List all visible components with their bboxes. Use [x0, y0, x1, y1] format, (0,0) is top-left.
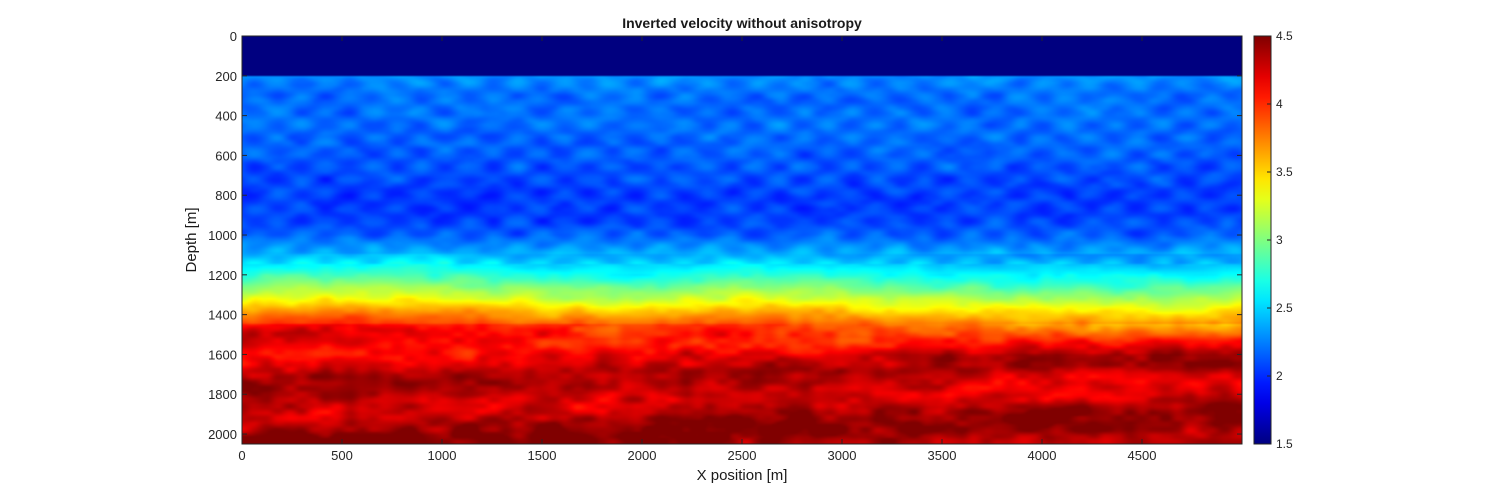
x-axis: 0 500 1000 1500 2000 2500 3000 3500 4000 4500 — [238, 36, 1156, 463]
y-tick-label: 2000 — [208, 427, 237, 442]
x-tick-label: 4000 — [1028, 448, 1057, 463]
colorbar: 1.5 2 2.5 3 3.5 4 4.5 — [1253, 29, 1293, 451]
y-tick-label: 1200 — [208, 268, 237, 283]
colorbar-tick-label: 2.5 — [1276, 301, 1293, 315]
colorbar-ticks: 1.5 2 2.5 3 3.5 4 4.5 — [1267, 29, 1293, 451]
colorbar-tick-label: 2 — [1276, 369, 1283, 383]
y-axis-label: Depth [m] — [183, 207, 200, 272]
x-tick-label: 500 — [331, 448, 353, 463]
y-tick-label: 200 — [215, 69, 237, 84]
y-axis: 0 200 400 600 800 1000 1200 1400 1600 1800 2000 — [208, 29, 1242, 442]
x-tick-label: 3500 — [928, 448, 957, 463]
colorbar-tick-label: 3.5 — [1276, 165, 1293, 179]
y-tick-label: 600 — [215, 148, 237, 163]
colorbar-tick-label: 1.5 — [1276, 437, 1293, 451]
y-tick-label: 400 — [215, 109, 237, 124]
colorbar-tick-label: 3 — [1276, 233, 1283, 247]
chart-title: Inverted velocity without anisotropy — [622, 15, 862, 31]
x-axis-label: X position [m] — [697, 467, 788, 484]
velocity-heatmap — [241, 35, 1243, 445]
x-tick-label: 2500 — [728, 448, 757, 463]
x-tick-label: 0 — [238, 448, 245, 463]
x-tick-label: 2000 — [628, 448, 657, 463]
colorbar-tick-label: 4 — [1276, 97, 1283, 111]
x-tick-label: 1000 — [428, 448, 457, 463]
y-tick-label: 0 — [230, 29, 237, 44]
x-tick-label: 3000 — [828, 448, 857, 463]
y-tick-label: 1400 — [208, 308, 237, 323]
y-tick-label: 1600 — [208, 347, 237, 362]
y-tick-label: 1800 — [208, 387, 237, 402]
x-tick-label: 4500 — [1128, 448, 1157, 463]
colorbar-tick-label: 4.5 — [1276, 29, 1293, 43]
y-tick-label: 800 — [215, 188, 237, 203]
heatmap-image — [242, 36, 1242, 444]
y-tick-label: 1000 — [208, 228, 237, 243]
x-tick-label: 1500 — [528, 448, 557, 463]
